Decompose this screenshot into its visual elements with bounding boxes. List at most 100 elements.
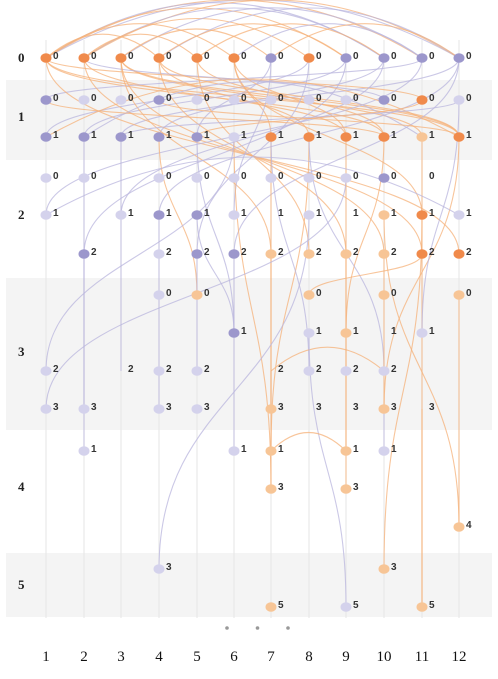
node-marker[interactable] <box>228 132 240 142</box>
node-marker[interactable] <box>153 366 165 376</box>
node[interactable]: 1 <box>78 130 98 142</box>
node-marker[interactable] <box>115 210 127 220</box>
node-marker[interactable] <box>265 53 277 63</box>
pagination-dot[interactable] <box>255 626 260 630</box>
node[interactable]: 1 <box>303 326 323 338</box>
node[interactable]: 1 <box>228 130 248 142</box>
node[interactable]: 1 <box>153 130 173 142</box>
node-marker[interactable] <box>453 53 465 63</box>
node[interactable]: 0 <box>303 171 323 183</box>
node-marker[interactable] <box>453 132 465 142</box>
node[interactable]: 0 <box>265 51 285 63</box>
node[interactable]: 2 <box>228 247 248 259</box>
node[interactable]: 0 <box>416 93 436 105</box>
node[interactable]: 3 <box>316 402 322 413</box>
node[interactable]: 3 <box>191 402 211 414</box>
node[interactable]: 1 <box>265 444 285 456</box>
node-marker[interactable] <box>40 210 52 220</box>
node[interactable]: 0 <box>378 93 398 105</box>
node[interactable]: 3 <box>429 402 435 413</box>
node-marker[interactable] <box>378 173 390 183</box>
node-marker[interactable] <box>416 95 428 105</box>
node[interactable]: 2 <box>278 364 284 375</box>
node-marker[interactable] <box>153 210 165 220</box>
node[interactable]: 5 <box>340 600 360 612</box>
node[interactable]: 1 <box>416 208 436 220</box>
node-marker[interactable] <box>153 249 165 259</box>
node-marker[interactable] <box>228 95 240 105</box>
node[interactable]: 0 <box>416 51 436 63</box>
node-marker[interactable] <box>228 210 240 220</box>
node[interactable]: 2 <box>191 364 211 376</box>
node[interactable]: 1 <box>153 208 173 220</box>
node[interactable]: 1 <box>353 208 359 219</box>
node[interactable]: 3 <box>78 402 98 414</box>
node[interactable]: 1 <box>228 444 248 456</box>
node[interactable]: 1 <box>340 130 360 142</box>
node[interactable]: 1 <box>303 130 323 142</box>
node-marker[interactable] <box>303 95 315 105</box>
node-marker[interactable] <box>265 602 277 612</box>
node[interactable]: 1 <box>303 208 323 220</box>
node[interactable]: 3 <box>353 402 359 413</box>
node-marker[interactable] <box>340 95 352 105</box>
node-marker[interactable] <box>265 95 277 105</box>
node[interactable]: 0 <box>153 51 173 63</box>
node[interactable]: 0 <box>303 93 323 105</box>
node[interactable]: 3 <box>378 562 398 574</box>
node[interactable]: 1 <box>115 208 135 220</box>
node[interactable]: 2 <box>40 364 60 376</box>
pagination-dot[interactable] <box>225 626 229 630</box>
node[interactable]: 3 <box>153 562 173 574</box>
node-marker[interactable] <box>378 132 390 142</box>
node[interactable]: 0 <box>453 288 473 300</box>
node-marker[interactable] <box>191 366 203 376</box>
node-marker[interactable] <box>416 132 428 142</box>
node-marker[interactable] <box>153 132 165 142</box>
node[interactable]: 0 <box>191 288 211 300</box>
node-marker[interactable] <box>340 446 352 456</box>
node[interactable]: 0 <box>378 171 398 183</box>
node-marker[interactable] <box>40 95 52 105</box>
node[interactable]: 1 <box>40 208 60 220</box>
node-marker[interactable] <box>303 173 315 183</box>
node[interactable]: 1 <box>340 326 360 338</box>
node[interactable]: 3 <box>378 402 398 414</box>
node-marker[interactable] <box>265 132 277 142</box>
node-marker[interactable] <box>303 328 315 338</box>
node-marker[interactable] <box>303 132 315 142</box>
node[interactable]: 2 <box>416 247 436 259</box>
node-marker[interactable] <box>378 95 390 105</box>
node[interactable]: 1 <box>453 208 473 220</box>
node[interactable]: 0 <box>78 171 98 183</box>
node-marker[interactable] <box>378 564 390 574</box>
node[interactable]: 1 <box>191 208 211 220</box>
node[interactable]: 0 <box>153 93 173 105</box>
node[interactable]: 1 <box>78 444 98 456</box>
node-marker[interactable] <box>303 249 315 259</box>
pagination-dot[interactable] <box>286 626 290 630</box>
node[interactable]: 2 <box>303 364 323 376</box>
node[interactable]: 0 <box>228 171 248 183</box>
node[interactable]: 2 <box>153 364 173 376</box>
node-marker[interactable] <box>265 446 277 456</box>
node[interactable]: 0 <box>40 93 60 105</box>
node[interactable]: 3 <box>40 402 60 414</box>
node[interactable]: 1 <box>340 444 360 456</box>
node[interactable]: 0 <box>40 171 60 183</box>
node-marker[interactable] <box>115 132 127 142</box>
node[interactable]: 2 <box>303 247 323 259</box>
node-marker[interactable] <box>340 132 352 142</box>
node-marker[interactable] <box>340 366 352 376</box>
node-marker[interactable] <box>340 328 352 338</box>
node[interactable]: 0 <box>78 93 98 105</box>
node[interactable]: 1 <box>378 444 398 456</box>
node-marker[interactable] <box>340 484 352 494</box>
node[interactable]: 1 <box>191 130 211 142</box>
node[interactable]: 1 <box>278 208 284 219</box>
node[interactable]: 0 <box>429 171 435 182</box>
node[interactable]: 0 <box>191 93 211 105</box>
node[interactable]: 1 <box>265 130 285 142</box>
node[interactable]: 2 <box>153 247 173 259</box>
node-marker[interactable] <box>228 173 240 183</box>
